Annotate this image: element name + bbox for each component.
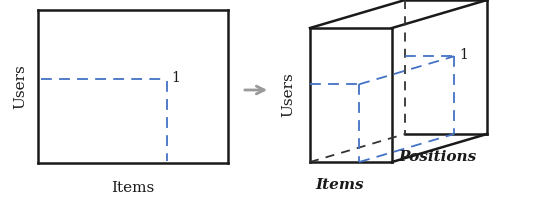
Text: Items: Items [315,178,364,192]
Text: Users: Users [13,64,27,109]
Text: Items: Items [111,181,155,195]
Text: Users: Users [281,73,295,117]
Text: 1: 1 [459,48,468,62]
Text: Positions: Positions [399,150,477,164]
Text: 1: 1 [171,71,180,85]
